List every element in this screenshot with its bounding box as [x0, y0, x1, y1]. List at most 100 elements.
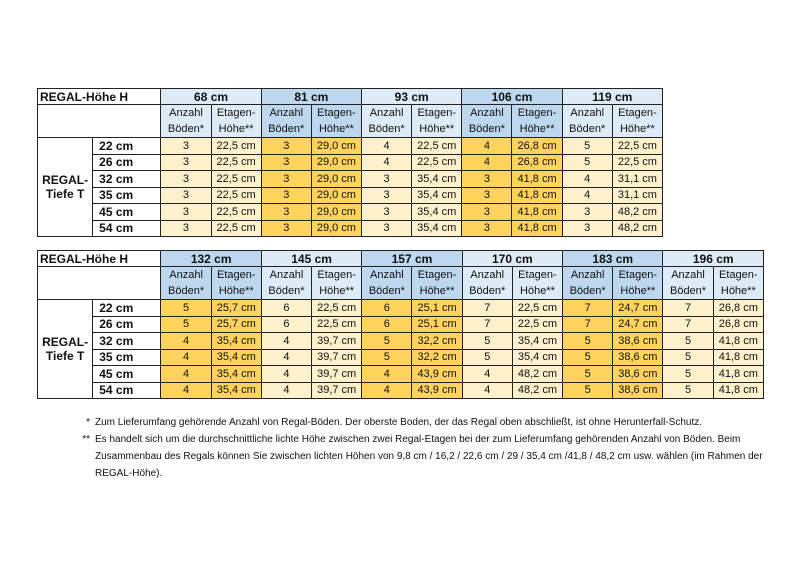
etagen-hoehe-cell: 41,8 cm	[511, 203, 563, 221]
boeden-count-cell: 3	[360, 203, 413, 221]
depth-label: 45 cm	[92, 365, 162, 383]
table-row: 32 cm 4 35,4 cm 4 39,7 cm 5 32,2 cm 5 35,4 cm 5 38…	[38, 332, 765, 350]
boeden-count-cell: 4	[461, 365, 513, 383]
etagen-hoehe-cell: 22,5 cm	[210, 203, 262, 221]
etagen-hoehe-cell: 48,2 cm	[611, 203, 664, 221]
etagen-hoehe-cell: 29,0 cm	[310, 153, 363, 171]
etagen-hoehe-cell: 24,7 cm	[612, 299, 664, 317]
etagen-hoehe-cell: 38,6 cm	[612, 381, 664, 399]
depth-label: 35 cm	[92, 186, 162, 204]
boeden-count-cell: 3	[260, 170, 312, 188]
etagen-hoehe-cell: 29,0 cm	[310, 170, 363, 188]
etagen-hoehe-cell: 22,5 cm	[210, 153, 262, 171]
depth-label: 32 cm	[92, 170, 162, 188]
sub-line: Höhe**	[519, 123, 555, 135]
subheader-etagen-hoehe: Etagen- Höhe**	[310, 104, 363, 138]
sub-line: Höhe**	[419, 285, 455, 297]
etagen-hoehe-cell: 35,4 cm	[210, 332, 262, 350]
row-group-label: REGAL- Tiefe T	[36, 299, 94, 399]
boeden-count-cell: 4	[361, 381, 413, 399]
sub-line: Höhe**	[419, 123, 455, 135]
boeden-count-cell: 4	[160, 348, 212, 366]
table-row: REGAL- Tiefe T 22 cm 5 25,7 cm 6 22,5 cm 6 25,1 …	[36, 299, 765, 399]
depth-label: 26 cm	[92, 153, 162, 171]
etagen-hoehe-cell: 35,4 cm	[411, 203, 463, 221]
etagen-hoehe-cell: 22,5 cm	[210, 137, 262, 155]
boeden-count-cell: 3	[461, 219, 513, 237]
sub-line: Etagen-	[618, 269, 658, 281]
subheader-etagen-hoehe: Etagen- Höhe**	[611, 104, 664, 138]
etagen-hoehe-cell: 29,0 cm	[310, 186, 363, 204]
etagen-hoehe-cell: 31,1 cm	[611, 170, 664, 188]
etagen-hoehe-cell: 35,4 cm	[411, 186, 463, 204]
boeden-count-cell: 6	[361, 315, 413, 333]
etagen-hoehe-cell: 39,7 cm	[311, 365, 363, 383]
boeden-count-cell: 5	[561, 137, 613, 155]
etagen-hoehe-cell: 29,0 cm	[310, 203, 363, 221]
sub-line: Etagen-	[216, 107, 256, 119]
column-group-header: 183 cm	[562, 250, 664, 267]
etagen-hoehe-cell: 39,7 cm	[311, 348, 363, 366]
boeden-count-cell: 5	[562, 365, 614, 383]
boeden-count-cell: 7	[662, 315, 714, 333]
boeden-count-cell: 7	[662, 299, 714, 317]
boeden-count-cell: 4	[260, 381, 313, 399]
sub-line: Höhe**	[619, 123, 655, 135]
sub-line: Böden*	[469, 285, 506, 297]
footnotes: * Zum Lieferumfang gehörende Anzahl von …	[76, 414, 776, 482]
column-group-header: 170 cm	[461, 250, 564, 267]
boeden-count-cell: 4	[260, 365, 313, 383]
subheader-etagen-hoehe: Etagen- Höhe**	[511, 104, 563, 138]
boeden-count-cell: 4	[361, 365, 413, 383]
etagen-hoehe-cell: 43,9 cm	[411, 381, 463, 399]
etagen-hoehe-cell: 22,5 cm	[411, 153, 463, 171]
boeden-count-cell: 4	[360, 137, 413, 155]
table-row: 45 cm 4 35,4 cm 4 39,7 cm 4 43,9 cm 4 48,2 cm 5 38…	[38, 365, 765, 383]
depth-label: 32 cm	[92, 332, 162, 350]
etagen-hoehe-cell: 38,6 cm	[612, 348, 664, 366]
boeden-count-cell: 5	[662, 381, 714, 399]
sub-line: Höhe**	[520, 285, 555, 297]
boeden-count-cell: 3	[160, 203, 212, 221]
column-group-header: 196 cm	[662, 250, 764, 267]
footnote-mark: *	[86, 417, 90, 428]
boeden-count-cell: 3	[260, 203, 312, 221]
etagen-hoehe-cell: 35,4 cm	[210, 348, 262, 366]
table-row: 26 cm 5 25,7 cm 6 22,5 cm 6 25,1 cm 7 22,5 cm 7 24…	[38, 315, 765, 333]
corner-label: REGAL-Höhe H	[36, 250, 162, 267]
column-group-header: 145 cm	[260, 250, 363, 267]
boeden-count-cell: 7	[562, 315, 614, 333]
boeden-count-cell: 7	[461, 315, 513, 333]
subheader-anzahl-boeden: Anzahl Böden*	[260, 104, 312, 138]
boeden-count-cell: 3	[160, 153, 212, 171]
sub-line: Höhe**	[319, 285, 355, 297]
boeden-count-cell: 6	[260, 299, 313, 317]
etagen-hoehe-cell: 29,0 cm	[310, 137, 363, 155]
subheader-anzahl-boeden: Anzahl Böden*	[160, 104, 212, 138]
boeden-count-cell: 4	[260, 348, 313, 366]
depth-label: 26 cm	[92, 315, 162, 333]
boeden-count-cell: 3	[561, 203, 613, 221]
etagen-hoehe-cell: 38,6 cm	[612, 365, 664, 383]
sub-line: Anzahl	[470, 107, 504, 119]
etagen-hoehe-cell: 48,2 cm	[611, 219, 664, 237]
etagen-hoehe-cell: 25,1 cm	[411, 299, 463, 317]
subheader-anzahl-boeden: Anzahl Böden*	[160, 266, 212, 300]
sub-line: Etagen-	[417, 269, 457, 281]
boeden-count-cell: 5	[662, 332, 714, 350]
sub-line: Anzahl	[269, 269, 304, 281]
boeden-count-cell: 5	[361, 332, 413, 350]
etagen-hoehe-cell: 22,5 cm	[311, 299, 363, 317]
row-group-label: REGAL- Tiefe T	[36, 137, 94, 237]
subheader-anzahl-boeden: Anzahl Böden*	[260, 266, 313, 300]
subheader-anzahl-boeden: Anzahl Böden*	[461, 104, 513, 138]
sub-line: Böden*	[468, 123, 505, 135]
boeden-count-cell: 5	[561, 153, 613, 171]
subheader-etagen-hoehe: Etagen- Höhe**	[712, 266, 765, 300]
table-row: 45 cm 3 22,5 cm 3 29,0 cm 3 35,4 cm 3 41,8 cm 3 48…	[38, 203, 664, 221]
boeden-count-cell: 4	[160, 381, 212, 399]
etagen-hoehe-cell: 22,5 cm	[611, 137, 664, 155]
table-row: 32 cm 3 22,5 cm 3 29,0 cm 3 35,4 cm 3 41,8 cm 4 31…	[38, 170, 664, 188]
etagen-hoehe-cell: 29,0 cm	[310, 219, 363, 237]
boeden-count-cell: 4	[461, 137, 513, 155]
